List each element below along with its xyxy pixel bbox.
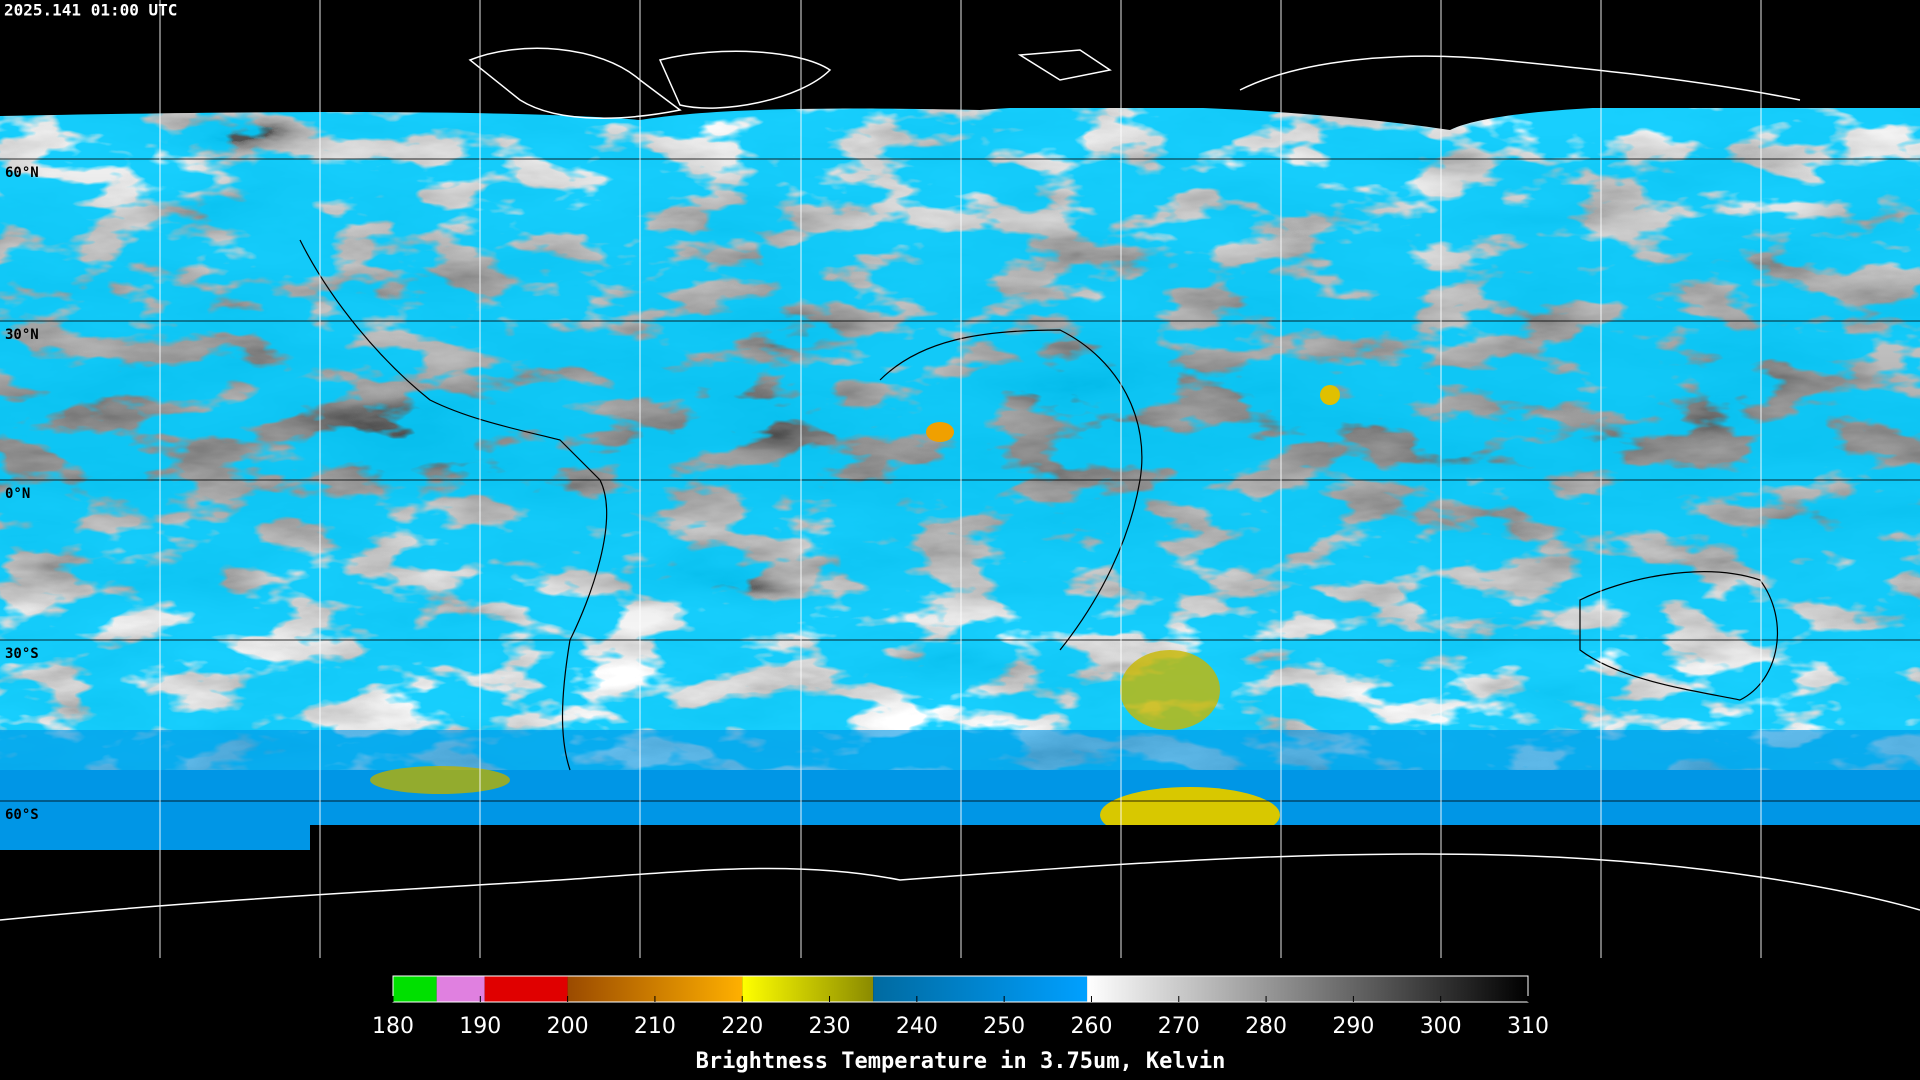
coastlines [0, 47, 1920, 921]
colorbar-tick-label: 190 [459, 1014, 501, 1039]
lat-label: 60°S [5, 807, 39, 823]
colorbar-segment [393, 976, 437, 1002]
colorbar-tick-label: 260 [1070, 1014, 1112, 1039]
colorbar-segment [436, 976, 485, 1002]
colorbar-segment [1087, 976, 1528, 1002]
colorbar-frame [392, 975, 1529, 1003]
colorbar-segment [742, 976, 874, 1002]
colorbar-segment [484, 976, 568, 1002]
coastlines-dark [299, 239, 1779, 771]
timestamp: 2025.141 01:00 UTC [4, 1, 177, 20]
colorbar-tick-label: 250 [983, 1014, 1025, 1039]
colorbar-tick-label: 270 [1158, 1014, 1200, 1039]
colorbar-tick-label: 300 [1420, 1014, 1462, 1039]
lat-label: 30°S [5, 646, 39, 662]
colorbar-tick-label: 240 [896, 1014, 938, 1039]
lat-label: 60°N [5, 165, 39, 181]
colorbar-segment [873, 976, 1088, 1002]
colorbar-label: Brightness Temperature in 3.75um, Kelvin [696, 1049, 1226, 1074]
graticule [0, 0, 1920, 958]
lat-label: 0°N [5, 486, 30, 502]
colorbar-tick-label: 310 [1507, 1014, 1549, 1039]
colorbar-tick-label: 280 [1245, 1014, 1287, 1039]
lat-label: 30°N [5, 327, 39, 343]
colorbar-tick-label: 180 [372, 1014, 414, 1039]
colorbar-tick-label: 230 [809, 1014, 851, 1039]
colorbar-tick-label: 210 [634, 1014, 676, 1039]
colorbar-tick-label: 220 [721, 1014, 763, 1039]
colorbar-tick-label: 200 [547, 1014, 589, 1039]
colorbar: 180 190 200 210 220 230 240 250 260 270 280 290 300 3… [372, 975, 1549, 1074]
colorbar-tick-label: 290 [1332, 1014, 1374, 1039]
